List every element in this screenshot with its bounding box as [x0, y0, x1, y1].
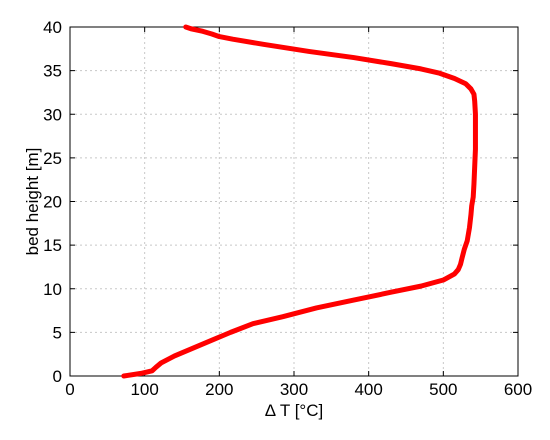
- x-tick-labels: 0 100 200 300 400 500 600: [65, 380, 532, 399]
- x-tick-label: 400: [354, 380, 382, 399]
- y-tick-labels: 0 5 10 15 20 25 30 35 40: [43, 18, 62, 386]
- gridlines: [70, 27, 518, 376]
- x-tick-label: 100: [130, 380, 158, 399]
- x-tick-label: 300: [280, 380, 308, 399]
- y-tick-label: 20: [43, 193, 62, 212]
- series-layer: [121, 24, 478, 379]
- series-line: [121, 24, 478, 379]
- x-tick-label: 600: [504, 380, 532, 399]
- x-tick-label: 200: [205, 380, 233, 399]
- y-tick-label: 10: [43, 280, 62, 299]
- x-tick-label: 500: [429, 380, 457, 399]
- y-axis-label: bed height [m]: [23, 148, 42, 256]
- y-tick-label: 0: [53, 367, 62, 386]
- y-tick-label: 25: [43, 149, 62, 168]
- y-tick-label: 15: [43, 236, 62, 255]
- x-tick-label: 0: [65, 380, 74, 399]
- tick-marks: [69, 26, 519, 377]
- y-tick-label: 35: [43, 62, 62, 81]
- y-tick-label: 5: [53, 323, 62, 342]
- x-axis-label: Δ T [°C]: [265, 401, 323, 420]
- y-tick-label: 40: [43, 18, 62, 37]
- y-tick-label: 30: [43, 105, 62, 124]
